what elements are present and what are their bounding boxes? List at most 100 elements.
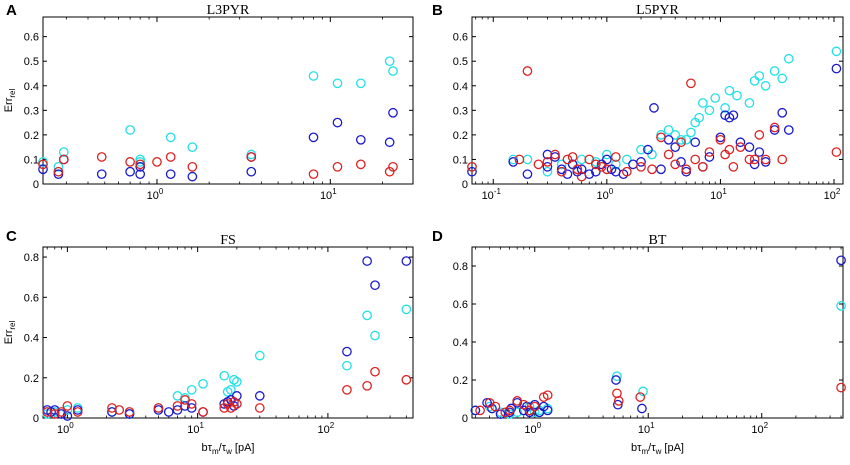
data-point-blue xyxy=(135,161,146,172)
data-point-blue xyxy=(777,107,788,118)
data-point-cyan xyxy=(601,149,612,160)
x-axis-label: bτm/τw [pA] xyxy=(202,442,255,456)
data-point-red xyxy=(529,401,540,412)
data-point-blue xyxy=(522,169,533,180)
data-point-cyan xyxy=(308,71,319,81)
y-tick-label: 0 xyxy=(462,179,468,191)
x-tick-label: 102 xyxy=(824,187,841,202)
series-red xyxy=(38,152,398,180)
data-point-red xyxy=(135,159,146,170)
data-point-red xyxy=(152,157,162,167)
data-point-blue xyxy=(163,407,174,417)
data-point-red xyxy=(254,403,265,413)
x-tick-label: 100 xyxy=(596,187,613,202)
data-point-red xyxy=(533,159,544,170)
y-axis-label: Errrel xyxy=(3,88,17,112)
plot-frame xyxy=(471,16,844,185)
data-point-red xyxy=(56,407,67,417)
data-point-red xyxy=(62,401,73,411)
data-point-blue xyxy=(676,157,686,167)
data-point-cyan xyxy=(638,386,648,397)
panel-title: L3PYR xyxy=(207,3,250,18)
plot-frame xyxy=(42,246,414,419)
data-point-blue xyxy=(649,103,659,113)
data-point-cyan xyxy=(370,330,380,341)
y-tick-label: 0 xyxy=(462,413,468,425)
data-point-red xyxy=(518,399,529,410)
data-point-blue xyxy=(636,157,646,167)
data-point-red xyxy=(342,384,352,395)
data-point-red xyxy=(686,78,696,89)
data-point-blue xyxy=(482,397,492,408)
plot-frame xyxy=(42,16,414,185)
data-point-blue xyxy=(656,164,666,175)
data-point-blue xyxy=(308,132,319,143)
data-point-red xyxy=(656,132,666,143)
y-tick-label: 0.2 xyxy=(453,130,468,142)
x-tick-label: 102 xyxy=(751,421,768,436)
data-point-blue xyxy=(96,169,107,180)
data-point-blue xyxy=(342,346,352,357)
data-point-blue xyxy=(180,401,190,411)
data-point-blue xyxy=(744,142,755,153)
data-point-blue xyxy=(362,256,372,266)
data-point-red xyxy=(663,149,674,160)
data-point-red xyxy=(690,154,701,165)
data-point-red xyxy=(550,149,560,160)
y-tick-label: 0.4 xyxy=(453,337,468,349)
data-point-red xyxy=(590,159,601,170)
data-point-red xyxy=(96,152,107,162)
data-point-blue xyxy=(550,152,560,162)
y-tick-label: 0.5 xyxy=(453,56,468,68)
data-point-blue xyxy=(556,164,567,175)
panel-title: FS xyxy=(220,233,236,248)
data-point-red xyxy=(572,164,583,175)
data-point-cyan xyxy=(165,132,176,143)
panel-c: C FS 0 0.2 0.4 0.6 0.8 100 101 102 Errrel bτm/τw [p… xyxy=(3,228,414,456)
data-point-red xyxy=(760,154,771,165)
panel-letter: B xyxy=(432,2,443,19)
data-point-red xyxy=(635,392,646,402)
panel-title: L5PYR xyxy=(636,3,679,18)
data-point-red xyxy=(58,154,69,165)
data-point-red xyxy=(562,154,573,165)
data-point-cyan xyxy=(556,159,567,170)
data-point-cyan xyxy=(542,166,553,177)
data-point-red xyxy=(401,374,412,385)
data-point-cyan xyxy=(686,127,696,138)
data-point-cyan xyxy=(135,154,146,165)
data-point-cyan xyxy=(384,56,395,67)
panel-b: B L5PYR 0 0.1 0.2 0.3 0.4 0.5 0.6 10-1 100 101 102 xyxy=(432,2,844,202)
data-point-red xyxy=(704,147,715,157)
data-point-red xyxy=(388,161,398,172)
data-point-red xyxy=(475,405,485,416)
series-cyan xyxy=(38,56,398,172)
data-point-blue xyxy=(370,280,380,291)
data-point-cyan xyxy=(135,157,146,167)
data-point-red xyxy=(53,166,64,177)
panel-letter: C xyxy=(6,228,17,245)
data-point-red xyxy=(556,166,567,177)
y-tick-label: 0.2 xyxy=(453,375,468,387)
data-point-blue xyxy=(590,166,601,177)
data-point-cyan xyxy=(681,134,692,145)
x-tick-label: 101 xyxy=(710,187,727,202)
data-point-cyan xyxy=(744,98,755,108)
data-point-red xyxy=(735,142,746,153)
data-point-blue xyxy=(760,157,771,167)
data-point-blue xyxy=(601,154,612,165)
data-point-cyan xyxy=(198,378,208,389)
data-point-red xyxy=(198,407,208,417)
data-point-blue xyxy=(670,142,681,153)
data-point-red xyxy=(187,161,198,172)
data-point-red xyxy=(697,161,708,172)
series-red xyxy=(475,382,846,418)
data-point-blue xyxy=(596,159,607,170)
data-point-cyan xyxy=(636,144,646,155)
data-point-blue xyxy=(542,405,553,416)
data-point-cyan xyxy=(783,53,794,64)
panel-a: A L3PYR 0 0.1 0.2 0.3 0.4 0.5 0.6 100 101 Errrel xyxy=(3,2,414,202)
y-tick-label: 0.2 xyxy=(24,130,39,142)
data-point-cyan xyxy=(58,147,69,157)
